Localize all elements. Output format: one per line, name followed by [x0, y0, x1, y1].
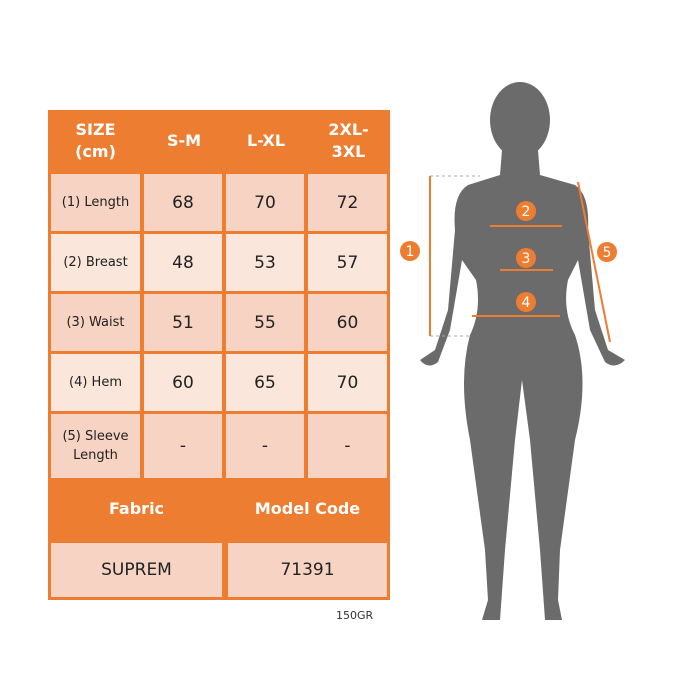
- marker-number: 1: [406, 244, 415, 260]
- marker-circle: [516, 248, 536, 268]
- row-label: (5) Sleeve Length: [51, 414, 140, 478]
- measurement-arrows: [429, 175, 611, 343]
- size-value: 68: [144, 174, 222, 231]
- row-label: (4) Hem: [51, 354, 140, 411]
- weight-note: 150GR: [336, 609, 374, 622]
- size-value: 70: [226, 174, 304, 231]
- size-value: 60: [308, 294, 387, 351]
- size-value: 51: [144, 294, 222, 351]
- fabric-value: SUPREM: [51, 543, 222, 597]
- size-value: -: [308, 414, 387, 478]
- marker-circle: [516, 201, 536, 221]
- model-code-header: Model Code: [254, 499, 361, 518]
- marker-number: 5: [603, 245, 612, 261]
- header-cell: L-XL: [246, 130, 286, 150]
- size-value: 53: [226, 234, 304, 291]
- body-silhouette-figure: 1 2 3 4 5: [400, 82, 625, 620]
- measurement-markers: 1 2 3 4 5: [400, 201, 617, 312]
- size-table: SIZE (cm) S-M L-XL 2XL- 3XL (1) Length 68 70 72…: [48, 110, 390, 600]
- size-value: 60: [144, 354, 222, 411]
- marker-number: 4: [522, 295, 531, 311]
- marker-circle: [516, 292, 536, 312]
- size-value: -: [226, 414, 304, 478]
- header-cell: 2XL- 3XL: [328, 119, 369, 161]
- model-code-value: 71391: [228, 543, 387, 597]
- size-value: 65: [226, 354, 304, 411]
- size-value: -: [144, 414, 222, 478]
- marker-number: 3: [522, 251, 531, 267]
- header-cell: SIZE (cm): [75, 119, 116, 161]
- marker-circle: [400, 241, 420, 261]
- row-label: (2) Breast: [51, 234, 140, 291]
- fabric-header: Fabric: [108, 499, 165, 518]
- row-label: (1) Length: [51, 174, 140, 231]
- header-cell: S-M: [166, 130, 202, 150]
- row-label: (3) Waist: [51, 294, 140, 351]
- silhouette-icon: [420, 82, 625, 620]
- size-value: 70: [308, 354, 387, 411]
- marker-number: 2: [522, 204, 531, 220]
- size-value: 57: [308, 234, 387, 291]
- size-value: 55: [226, 294, 304, 351]
- size-value: 48: [144, 234, 222, 291]
- size-value: 72: [308, 174, 387, 231]
- marker-circle: [597, 242, 617, 262]
